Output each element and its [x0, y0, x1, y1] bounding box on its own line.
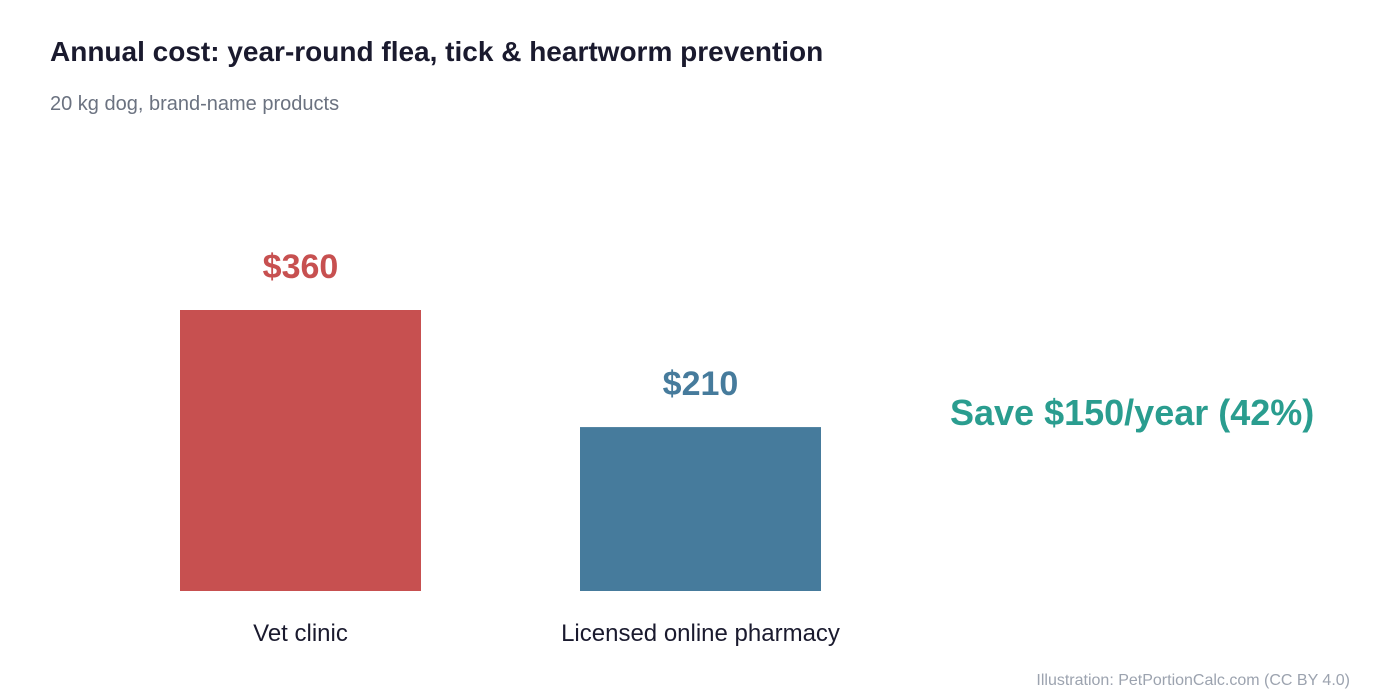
value-label: $210 — [663, 365, 739, 403]
value-label: $360 — [263, 248, 339, 286]
bar-licensed-online-pharmacy — [580, 427, 821, 591]
chart-title: Annual cost: year-round flea, tick & hea… — [50, 36, 824, 67]
bar-vet-clinic — [180, 310, 421, 591]
category-label: Licensed online pharmacy — [561, 620, 840, 647]
category-label: Vet clinic — [253, 620, 348, 647]
chart-subtitle: 20 kg dog, brand-name products — [50, 93, 340, 115]
credit-footer: Illustration: PetPortionCalc.com (CC BY … — [1036, 672, 1350, 689]
savings-annotation: Save $150/year (42%) — [950, 392, 1315, 433]
